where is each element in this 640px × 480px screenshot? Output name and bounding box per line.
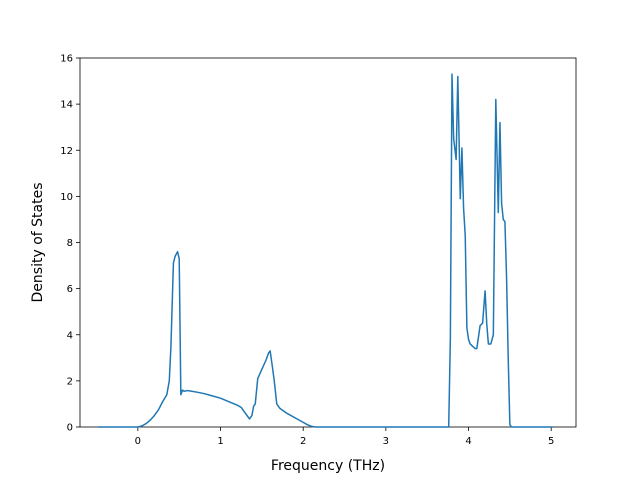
y-tick-label: 2 <box>67 376 73 387</box>
x-axis-ticks: 0 1 2 3 4 5 <box>135 427 554 447</box>
x-tick-label: 0 <box>135 436 141 447</box>
y-tick-label: 10 <box>60 192 73 203</box>
x-axis-label: Frequency (THz) <box>271 458 385 474</box>
y-tick-label: 12 <box>60 146 73 157</box>
y-tick-label: 6 <box>67 284 73 295</box>
x-tick-label: 3 <box>383 436 389 447</box>
x-tick-label: 5 <box>548 436 554 447</box>
y-axis-ticks: 0 2 4 6 8 10 12 14 16 <box>60 54 80 434</box>
x-tick-label: 4 <box>465 436 471 447</box>
y-tick-label: 8 <box>67 238 73 249</box>
series-line <box>98 73 553 428</box>
y-axis-label: Density of States <box>30 183 46 303</box>
y-tick-label: 14 <box>60 100 73 111</box>
x-tick-label: 1 <box>217 436 223 447</box>
x-tick-label: 2 <box>300 436 306 447</box>
y-tick-label: 0 <box>67 423 73 434</box>
y-tick-label: 4 <box>67 330 73 341</box>
y-tick-label: 16 <box>60 54 73 65</box>
axes-frame <box>79 57 577 428</box>
